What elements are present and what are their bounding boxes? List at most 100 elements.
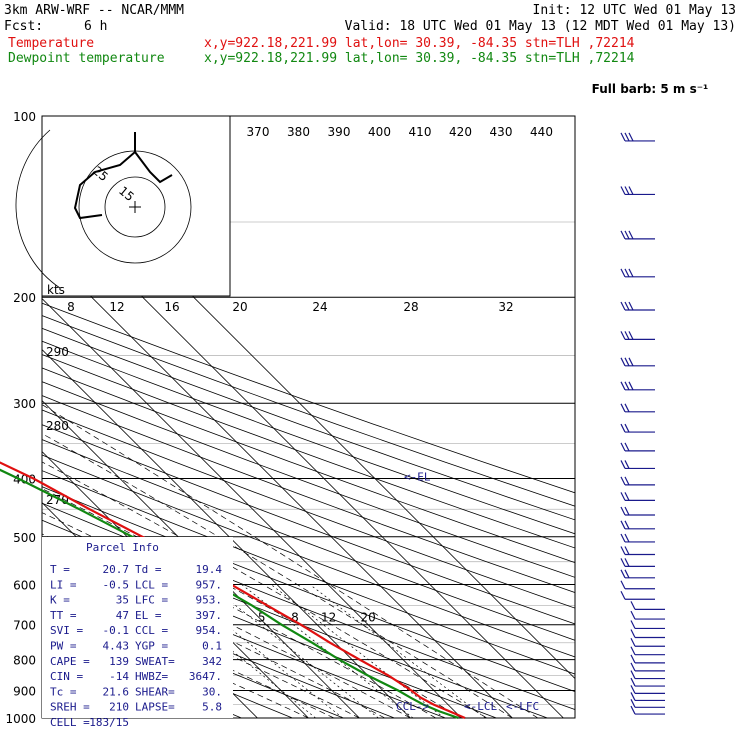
moist-adiabat-25 [42, 461, 488, 718]
barb-flag [624, 520, 630, 530]
wind-barb-685 [630, 610, 665, 620]
barb-flag [620, 476, 626, 486]
wind-barb-185 [620, 268, 655, 278]
wind-barb-960 [630, 699, 665, 708]
hodo-center [129, 201, 141, 213]
parcel-val-a: 20.7 [103, 563, 130, 576]
pressure-label-900: 900 [13, 684, 36, 698]
barb-flag [620, 460, 626, 469]
barb-flag [624, 460, 630, 469]
mixing-ratio-label-20: 20 [361, 611, 376, 625]
lfc-annotation: <-LFC [506, 700, 539, 713]
wind-barb-660 [630, 601, 665, 610]
el-annotation: <-EL [404, 470, 431, 483]
barb-flag [630, 629, 636, 638]
barb-flag [620, 403, 626, 413]
barb-flag [620, 186, 626, 195]
wind-barb-160 [620, 230, 655, 240]
theta-label-420: 420 [449, 125, 472, 139]
parcel-key-b: SWEAT= [135, 655, 175, 668]
moist-adiabat-30 [42, 433, 513, 718]
ccl-annotation: CCL-> [396, 700, 429, 713]
barb-flag [620, 442, 626, 452]
parcel-val-a: -0.5 [103, 578, 130, 591]
dewpoint-line [0, 468, 459, 720]
barb-flag [620, 268, 626, 278]
barb-flag [624, 230, 630, 240]
parcel-key-b: LFC = [135, 594, 168, 607]
mixing-ratio-line-20 [309, 584, 486, 718]
dry-adiabat-340 [42, 470, 575, 675]
wind-barb-335 [620, 423, 655, 433]
parcel-val-b: 953. [196, 594, 223, 607]
lcl-annotation: <-LCL [464, 700, 497, 713]
wind-barb-860 [630, 670, 665, 680]
barb-flag [620, 423, 626, 433]
wind-barb-135 [620, 186, 655, 196]
parcel-val-a: 183/15 [89, 716, 129, 729]
parcel-key-a: Tc = [50, 685, 77, 698]
inset-kts-label: kts [47, 283, 65, 297]
dry-adiabat-450 [42, 315, 575, 507]
barb-flag [628, 331, 634, 340]
parcel-val-b: 3647. [189, 670, 222, 683]
mixing-ratio-line-3 [174, 584, 343, 718]
parcel-key-b: LCL = [135, 578, 168, 591]
wind-barb-510 [620, 533, 655, 543]
parcel-val-b: 954. [196, 624, 223, 637]
barb-flag [620, 580, 626, 590]
wind-barbs: Full barb: 5 m s⁻¹ [592, 82, 709, 715]
dry-adiabat-460 [42, 302, 575, 494]
isotherm-30 [42, 247, 513, 718]
barb-flag [628, 230, 634, 240]
barb-flag [624, 423, 630, 433]
wind-barb-810 [630, 654, 665, 664]
wind-barb-310 [620, 403, 655, 413]
parcel-key-a: SREH = [50, 701, 90, 714]
mixing-ratio-label-8: 8 [291, 611, 299, 625]
parcel-info-panel: Parcel Info T = 20.7 Td = 19.4 LI = -0.5 LCL = 9… [42, 537, 233, 729]
barb-flag [630, 601, 636, 610]
parcel-val-a: 21.6 [103, 685, 130, 698]
dewpoint-location: x,y=922.18,221.99 lat,lon= 30.39, -84.35… [204, 51, 635, 66]
parcel-val-a: 210 [109, 701, 129, 714]
wind-barb-485 [620, 520, 655, 530]
barb-legend: Full barb: 5 m s⁻¹ [592, 82, 709, 96]
isotherm-20 [42, 298, 462, 718]
inset-speed-label-24: 24 [312, 300, 327, 314]
pressure-label-700: 700 [13, 619, 36, 633]
parcel-key-a: SVI = [50, 624, 83, 637]
barb-flag [628, 381, 634, 391]
parcel-val-b: 0.1 [202, 640, 222, 653]
wind-barb-360 [620, 442, 655, 452]
parcel-key-a: LI = [50, 578, 77, 591]
wind-barb-635 [620, 591, 655, 600]
barb-flag [630, 654, 636, 664]
wind-barb-560 [620, 558, 655, 568]
barb-flag [624, 492, 630, 501]
dry-adiabat-360 [42, 439, 575, 641]
barb-flag [620, 591, 626, 600]
temperature-location: x,y=922.18,221.99 lat,lon= 30.39, -84.35… [204, 36, 635, 51]
inset-speed-label-16: 16 [164, 300, 179, 314]
parcel-val-b: 342 [202, 655, 222, 668]
wind-barb-610 [620, 580, 655, 590]
pressure-label-800: 800 [13, 654, 36, 668]
parcel-val-a: -14 [109, 670, 129, 683]
parcel-key-a: CELL = [50, 716, 90, 729]
fcst-label: Fcst: [4, 19, 43, 34]
dry-adiabat-270 [42, 592, 344, 718]
theta-label-390: 390 [328, 125, 351, 139]
barb-flag [624, 403, 630, 413]
wind-barb-210 [620, 301, 655, 311]
barb-flag [620, 357, 626, 367]
barb-flag [624, 301, 630, 311]
isotherm--70 [0, 116, 2, 718]
barb-flag [624, 268, 630, 278]
parcel-val-b: 957. [196, 578, 223, 591]
barb-flag [624, 546, 630, 555]
barb-flag [620, 546, 626, 555]
inset-speed-label-28: 28 [403, 300, 418, 314]
